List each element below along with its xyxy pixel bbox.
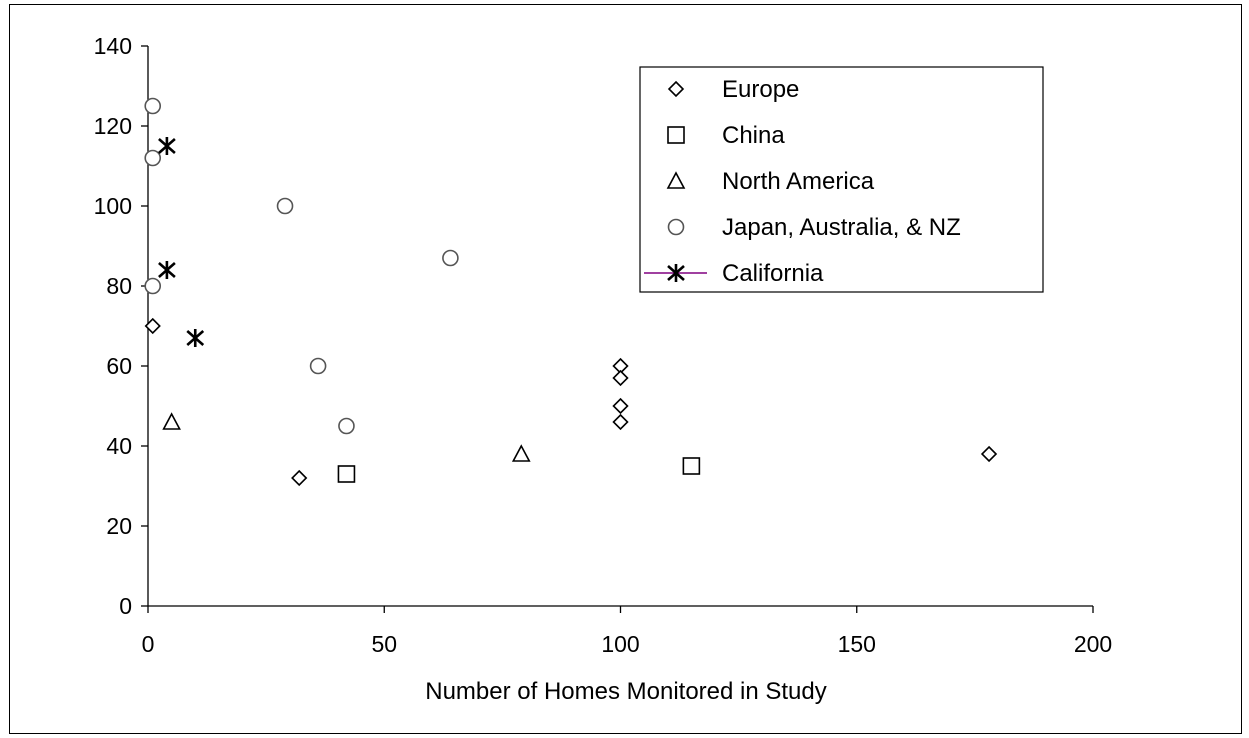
y-tick-label: 120 <box>94 113 132 139</box>
point-china <box>682 457 701 475</box>
point-california <box>186 329 205 347</box>
y-tick-label: 100 <box>94 193 132 219</box>
x-axis-label: Number of Homes Monitored in Study <box>425 678 827 705</box>
point-europe <box>612 369 629 387</box>
y-tick-label: 80 <box>106 273 132 299</box>
point-japan-australia-nz <box>338 417 355 435</box>
y-tick-label: 20 <box>106 513 132 539</box>
point-china <box>337 465 356 483</box>
legend-label-china: China <box>722 122 785 149</box>
legend: Europe China North America Japan, Australia… <box>639 66 1044 293</box>
y-tick-label: 0 <box>119 593 132 619</box>
point-europe <box>612 413 629 431</box>
legend-label-california: California <box>722 260 824 287</box>
y-tick-label: 60 <box>106 353 132 379</box>
legend-marker-europe <box>667 80 685 98</box>
point-europe <box>291 469 308 487</box>
point-japan-australia-nz <box>309 357 327 375</box>
point-japan-australia-nz <box>144 97 162 115</box>
scatter-chart: 0 20 40 60 80 100 120 140 0 50 100 150 200 Number of… <box>94 33 1113 705</box>
legend-box <box>639 66 1044 293</box>
legend-marker-california <box>667 264 685 282</box>
x-tick-label: 200 <box>1074 631 1112 657</box>
data-points <box>144 97 998 487</box>
legend-marker-china <box>667 126 685 144</box>
x-tick-label: 50 <box>371 631 397 657</box>
point-japan-australia-nz <box>144 277 162 295</box>
legend-label-north-america: North America <box>722 168 875 195</box>
x-tick-label: 100 <box>601 631 639 657</box>
point-california <box>158 137 176 155</box>
x-tick-label: 0 <box>142 631 155 657</box>
legend-marker-japan-australia-nz <box>667 218 685 236</box>
y-tick-label: 140 <box>94 33 132 59</box>
point-japan-australia-nz <box>442 249 459 267</box>
point-europe <box>980 445 998 463</box>
legend-label-europe: Europe <box>722 76 799 103</box>
point-japan-australia-nz <box>276 197 294 215</box>
axes: 0 20 40 60 80 100 120 140 0 50 100 150 200 <box>94 33 1113 657</box>
point-europe <box>144 317 161 335</box>
point-north-america <box>511 444 531 462</box>
legend-marker-north-america <box>666 171 686 189</box>
point-europe <box>612 397 629 415</box>
chart-frame: 0 20 40 60 80 100 120 140 0 50 100 150 200 Number of… <box>9 4 1242 734</box>
x-tick-label: 150 <box>838 631 876 657</box>
point-california <box>158 261 176 279</box>
y-tick-label: 40 <box>106 433 132 459</box>
point-japan-australia-nz <box>144 149 162 167</box>
point-north-america <box>162 412 181 430</box>
legend-label-japan-australia-nz: Japan, Australia, & NZ <box>722 214 961 241</box>
